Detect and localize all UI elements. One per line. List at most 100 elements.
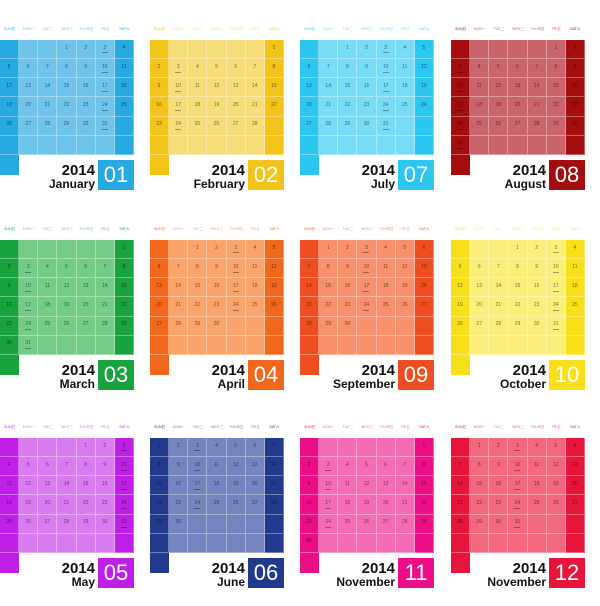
date-cell[interactable]: 15 [414,476,434,496]
date-cell[interactable]: 25 [470,116,490,136]
date-cell[interactable]: 3 [546,240,566,260]
date-cell[interactable]: 24 [376,97,396,117]
date-cell[interactable]: 26 [19,514,39,534]
date-cell[interactable] [114,335,134,355]
date-cell[interactable] [395,316,415,336]
date-cell[interactable]: 8 [546,59,566,79]
date-cell[interactable]: 31 [376,116,396,136]
date-cell[interactable]: 10 [19,278,39,298]
date-cell[interactable]: 4 [527,438,547,458]
date-cell[interactable] [527,514,547,534]
date-cell[interactable]: 18 [245,278,265,298]
date-cell[interactable]: 1 [76,438,96,458]
date-cell[interactable]: 3 [114,438,134,458]
date-cell[interactable]: 5 [207,59,227,79]
date-cell[interactable]: 21 [451,495,471,515]
date-cell[interactable] [376,135,396,155]
date-cell[interactable] [264,316,284,336]
date-cell[interactable] [0,533,20,553]
date-cell[interactable] [57,533,77,553]
date-cell[interactable]: 13 [508,78,528,98]
date-cell[interactable]: 7 [38,59,58,79]
date-cell[interactable]: 9 [527,259,547,279]
date-cell[interactable]: 20 [300,97,320,117]
date-cell[interactable] [489,40,509,60]
date-cell[interactable]: 6 [150,259,170,279]
date-cell[interactable]: 7 [95,259,115,279]
date-cell[interactable]: 29 [546,116,566,136]
date-cell[interactable]: 14 [38,78,58,98]
date-cell[interactable]: 4 [395,40,415,60]
date-cell[interactable]: 20 [565,476,585,496]
date-cell[interactable] [414,316,434,336]
date-cell[interactable] [95,533,115,553]
date-cell[interactable]: 27 [226,116,246,136]
date-cell[interactable]: 26 [451,316,471,336]
date-cell[interactable]: 20 [414,278,434,298]
date-cell[interactable]: 28 [245,116,265,136]
date-cell[interactable]: 26 [395,297,415,317]
date-cell[interactable]: 13 [414,259,434,279]
date-cell[interactable]: 16 [489,476,509,496]
date-cell[interactable]: 9 [338,259,358,279]
date-cell[interactable] [395,533,415,553]
date-cell[interactable]: 14 [169,278,189,298]
date-cell[interactable]: 2 [150,59,170,79]
date-cell[interactable]: 26 [57,316,77,336]
date-cell[interactable]: 9 [207,259,227,279]
date-cell[interactable]: 14 [57,476,77,496]
date-cell[interactable] [188,135,208,155]
date-cell[interactable]: 31 [114,514,134,534]
date-cell[interactable] [527,335,547,355]
date-cell[interactable] [226,40,246,60]
date-cell[interactable]: 17 [508,476,528,496]
date-cell[interactable]: 27 [38,514,58,534]
date-cell[interactable] [414,533,434,553]
date-cell[interactable]: 30 [338,316,358,336]
date-cell[interactable]: 23 [95,495,115,515]
date-cell[interactable] [19,240,39,260]
date-cell[interactable] [565,135,585,155]
date-cell[interactable]: 28 [489,316,509,336]
date-cell[interactable]: 6 [300,59,320,79]
date-cell[interactable]: 29 [76,514,96,534]
date-cell[interactable]: 25 [527,495,547,515]
date-cell[interactable] [169,240,189,260]
date-cell[interactable]: 29 [414,514,434,534]
date-cell[interactable]: 6 [76,259,96,279]
date-cell[interactable]: 17 [19,297,39,317]
date-cell[interactable] [470,240,490,260]
date-cell[interactable]: 19 [19,495,39,515]
date-cell[interactable] [470,40,490,60]
date-cell[interactable]: 17 [169,97,189,117]
date-cell[interactable]: 22 [76,495,96,515]
date-cell[interactable] [0,438,20,458]
date-cell[interactable]: 21 [57,495,77,515]
date-cell[interactable]: 24 [19,316,39,336]
date-cell[interactable]: 10 [357,259,377,279]
date-cell[interactable]: 5 [395,240,415,260]
date-cell[interactable] [188,335,208,355]
date-cell[interactable]: 30 [489,514,509,534]
date-cell[interactable]: 6 [226,59,246,79]
date-cell[interactable]: 6 [508,59,528,79]
date-cell[interactable]: 6 [414,240,434,260]
date-cell[interactable] [357,135,377,155]
date-cell[interactable]: 5 [414,40,434,60]
date-cell[interactable] [264,533,284,553]
date-cell[interactable]: 7 [57,457,77,477]
date-cell[interactable]: 8 [319,259,339,279]
date-cell[interactable]: 11 [470,78,490,98]
date-cell[interactable] [395,116,415,136]
date-cell[interactable]: 14 [95,278,115,298]
date-cell[interactable] [226,533,246,553]
date-cell[interactable]: 17 [114,476,134,496]
date-cell[interactable]: 18 [376,278,396,298]
date-cell[interactable] [150,533,170,553]
date-cell[interactable]: 11 [188,78,208,98]
date-cell[interactable]: 19 [395,278,415,298]
date-cell[interactable] [546,335,566,355]
date-cell[interactable]: 6 [376,457,396,477]
date-cell[interactable]: 20 [376,495,396,515]
date-cell[interactable]: 18 [188,97,208,117]
